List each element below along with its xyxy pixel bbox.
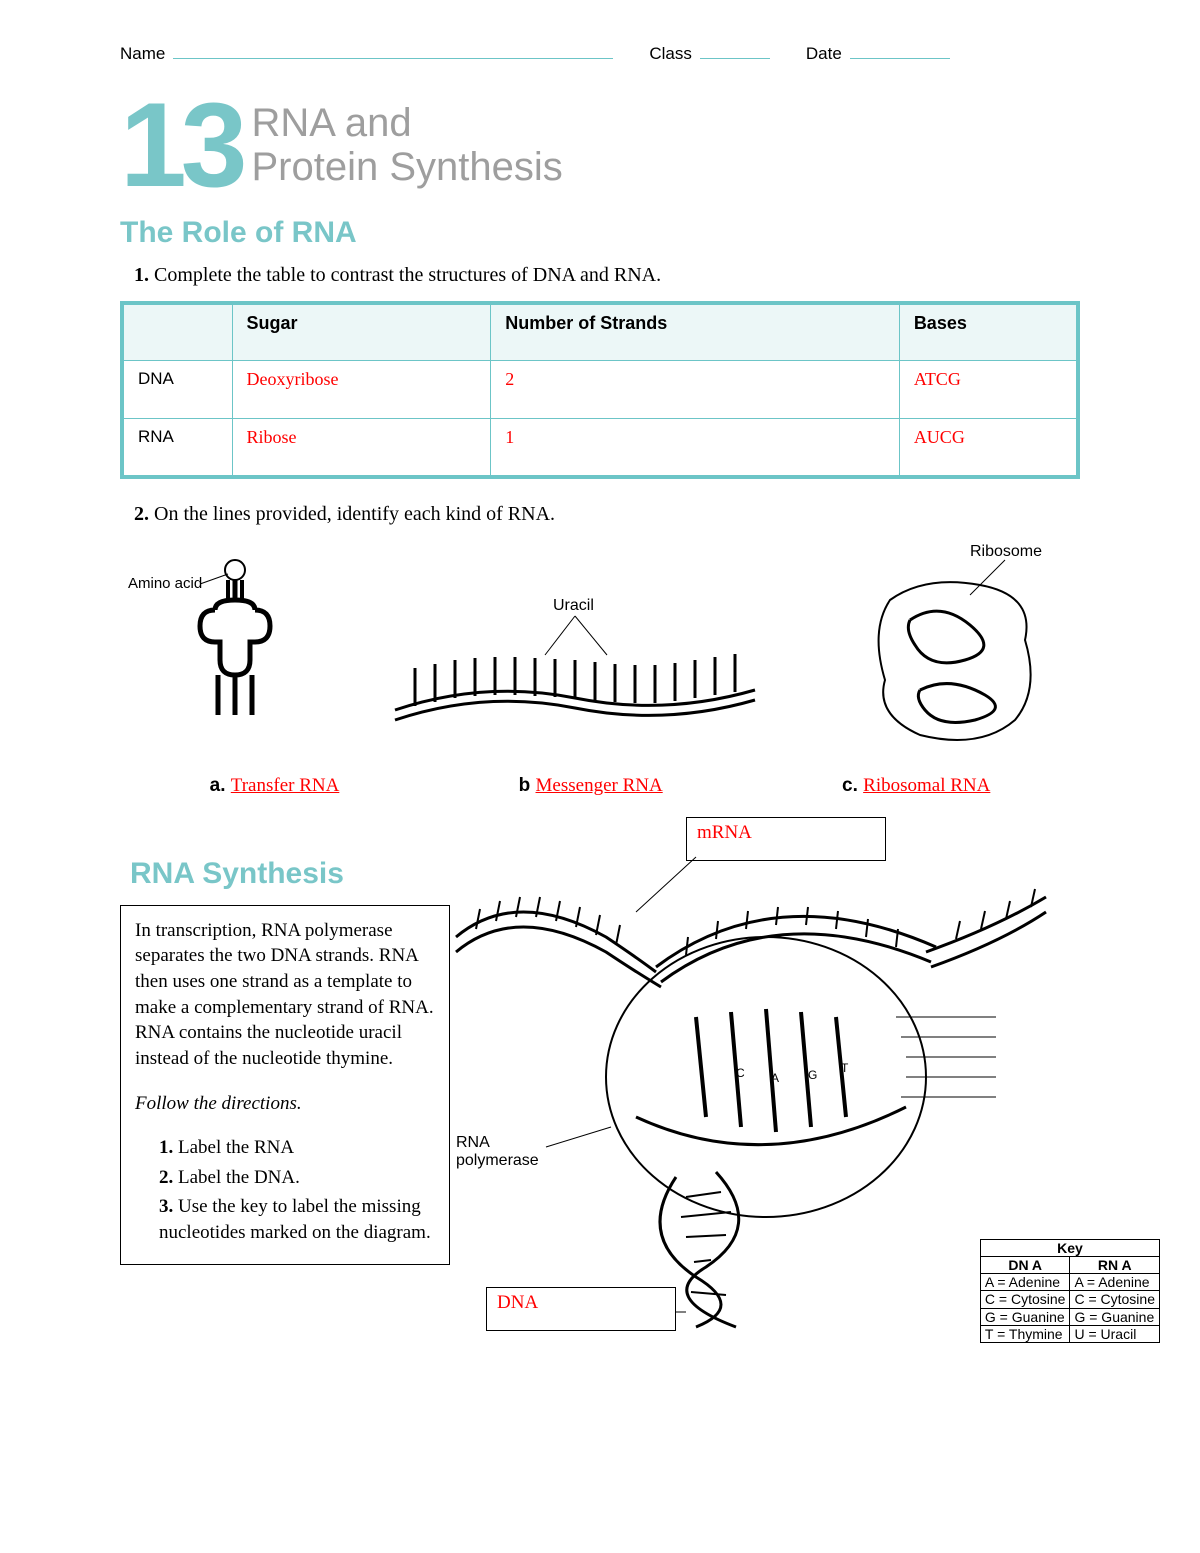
col-blank [122,303,232,361]
svg-text:A: A [771,1071,779,1085]
dna-box[interactable]: DNA [486,1287,676,1331]
section1-title: The Role of RNA [120,216,1080,250]
col-sugar: Sugar [232,303,491,361]
col-bases: Bases [899,303,1078,361]
trna-svg: Amino acid [120,550,320,750]
key-row: G = GuanineG = Guanine [980,1308,1159,1325]
svg-text:T: T [841,1061,849,1075]
table-header-row: Sugar Number of Strands Bases [122,303,1078,361]
key-row: T = ThymineU = Uracil [980,1325,1159,1342]
dna-rna-table: Sugar Number of Strands Bases DNA Deoxyr… [120,301,1080,479]
ribosome-svg: Ribosome [830,540,1080,750]
synth-right-col: mRNA [466,817,1080,1337]
svg-text:C: C [736,1066,745,1080]
uracil-label: Uracil [553,597,594,614]
transcription-paragraph: In transcription, RNA polymerase separat… [120,905,450,1265]
follow-directions: Follow the directions. [135,1093,302,1114]
key-col-dna: DN A [980,1257,1070,1274]
question-2: 2. On the lines provided, identify each … [134,503,1080,526]
key-row: C = CytosineC = Cytosine [980,1291,1159,1308]
row-rna-label: RNA [122,419,232,477]
table-row-rna: RNA Ribose 1 AUCG [122,419,1078,477]
directions-list: 1. Label the RNA 2. Label the DNA. 3. Us… [135,1135,435,1246]
mrna-svg: Uracil [385,580,765,750]
row-dna-label: DNA [122,361,232,419]
rna-synthesis-block: RNA Synthesis In transcription, RNA poly… [120,817,1080,1337]
key-col-rna: RN A [1070,1257,1160,1274]
answer-a: a. Transfer RNA [210,775,340,797]
answer-b: b Messenger RNA [519,775,663,797]
rna-diagrams: Amino acid Uracil [120,540,1080,755]
dna-sugar: Deoxyribose [232,361,491,419]
header-fields: Name Class Date [120,40,1080,64]
step-1: 1. Label the RNA [159,1135,435,1161]
rna-answer-row: a. Transfer RNA b Messenger RNA c. Ribos… [120,775,1080,797]
section2-title: RNA Synthesis [130,857,450,891]
col-strands: Number of Strands [491,303,900,361]
step-3: 3. Use the key to label the missing nucl… [159,1194,435,1245]
ribosome-label: Ribosome [970,543,1042,560]
key-row: A = AdenineA = Adenine [980,1274,1159,1291]
dna-strands: 2 [491,361,900,419]
rna-bases: AUCG [899,419,1078,477]
chapter-title: RNA and Protein Synthesis [251,101,562,189]
name-label: Name [120,44,165,64]
amino-acid-label: Amino acid [128,575,202,592]
dna-bases: ATCG [899,361,1078,419]
chapter-number: 13 [120,94,241,196]
table-row-dna: DNA Deoxyribose 2 ATCG [122,361,1078,419]
step-2: 2. Label the DNA. [159,1165,435,1191]
key-title: Key [980,1240,1159,1257]
class-blank[interactable] [700,40,770,59]
key-table: Key DN A RN A A = AdenineA = Adenine C =… [980,1239,1160,1343]
name-blank[interactable] [173,40,613,59]
transcription-svg: C A G T RNA [436,817,1056,1337]
ribosome-diagram: Ribosome [830,540,1080,755]
svg-text:polymerase: polymerase [456,1152,539,1169]
date-label: Date [806,44,842,64]
chapter-heading: 13 RNA and Protein Synthesis [120,94,1080,196]
date-blank[interactable] [850,40,950,59]
synth-left-col: RNA Synthesis In transcription, RNA poly… [120,817,450,1265]
svg-text:G: G [808,1068,817,1082]
rna-strands: 1 [491,419,900,477]
trna-diagram: Amino acid [120,550,320,755]
mrna-diagram: Uracil [385,580,765,755]
rna-sugar: Ribose [232,419,491,477]
worksheet-page: Name Class Date 13 RNA and Protein Synth… [0,0,1200,1553]
class-label: Class [649,44,692,64]
rna-polymerase-label: RNA [456,1134,490,1151]
answer-c: c. Ribosomal RNA [842,775,990,797]
question-1: 1. Complete the table to contrast the st… [134,264,1080,287]
